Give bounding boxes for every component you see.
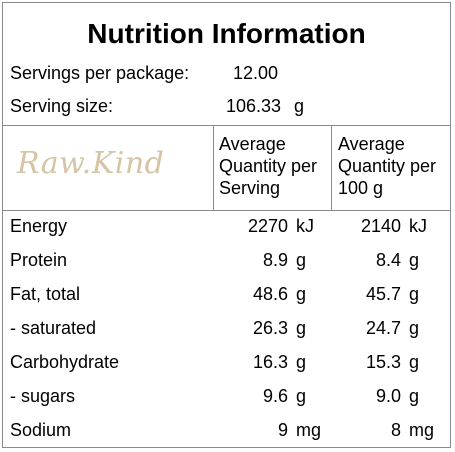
per-100g-unit: g	[409, 352, 420, 372]
per-100g-value: 15.3	[365, 352, 401, 372]
table-row: Sodium 9 mg 8 mg	[3, 413, 450, 447]
column-header-per-100g: Average Quantity per 100 g	[338, 133, 436, 199]
per-100g-value: 9.0	[375, 386, 401, 406]
per-100g-unit: g	[409, 318, 420, 338]
table-row: Energy 2270 kJ 2140 kJ	[3, 209, 450, 243]
per-100g-value: 45.7	[365, 284, 401, 304]
nutrient-name: Energy	[10, 216, 68, 236]
nutrient-name: Carbohydrate	[10, 352, 120, 372]
nutrient-name: Protein	[10, 250, 68, 270]
serving-size-label: Serving size:	[10, 96, 114, 116]
column-header-line: Average	[338, 134, 405, 154]
per-100g-unit: g	[409, 284, 420, 304]
per-100g-unit: g	[409, 386, 420, 406]
per-serving-unit: g	[296, 352, 307, 372]
per-serving-value: 9.6	[262, 386, 288, 406]
table-row: Carbohydrate 16.3 g 15.3 g	[3, 345, 450, 379]
column-header-per-serving: Average Quantity per Serving	[219, 133, 317, 199]
per-serving-value: 26.3	[252, 318, 288, 338]
column-divider-2	[331, 125, 332, 211]
nutrient-name: Fat, total	[10, 284, 81, 304]
panel-title: Nutrition Information	[87, 18, 366, 49]
per-serving-unit: kJ	[296, 216, 314, 236]
column-header-line: Average	[219, 134, 286, 154]
nutrition-panel: Nutrition Information Servings per packa…	[2, 2, 451, 448]
table-row: Protein 8.9 g 8.4 g	[3, 243, 450, 277]
per-serving-unit: g	[296, 250, 307, 270]
table-row: Fat, total 48.6 g 45.7 g	[3, 277, 450, 311]
per-100g-value: 8	[390, 420, 401, 440]
per-serving-value: 16.3	[252, 352, 288, 372]
per-100g-value: 8.4	[375, 250, 401, 270]
serving-size-unit: g	[294, 96, 305, 116]
per-serving-value: 9	[277, 420, 288, 440]
column-header-line: 100 g	[338, 178, 384, 198]
header-divider	[3, 125, 450, 126]
column-divider-1	[213, 125, 214, 211]
table-row: - sugars 9.6 g 9.0 g	[3, 379, 450, 413]
nutrient-name: - sugars	[10, 386, 76, 406]
per-100g-unit: g	[409, 250, 420, 270]
column-header-line: Quantity per	[338, 156, 437, 176]
per-serving-unit: mg	[296, 420, 322, 440]
brand-logo: Raw.Kind	[17, 146, 165, 181]
per-serving-value: 2270	[247, 216, 288, 236]
per-serving-value: 48.6	[252, 284, 288, 304]
per-100g-unit: mg	[409, 420, 435, 440]
table-header-divider	[3, 210, 450, 211]
servings-per-package-value: 12.00	[233, 63, 279, 83]
serving-size-value: 106.33	[226, 96, 282, 116]
per-100g-value: 24.7	[365, 318, 401, 338]
per-serving-value: 8.9	[262, 250, 288, 270]
column-header-line: Serving	[219, 178, 281, 198]
servings-per-package-label: Servings per package:	[10, 63, 190, 83]
nutrient-name: - saturated	[10, 318, 97, 338]
per-serving-unit: g	[296, 318, 307, 338]
per-100g-value: 2140	[360, 216, 401, 236]
table-row: - saturated 26.3 g 24.7 g	[3, 311, 450, 345]
per-100g-unit: kJ	[409, 216, 427, 236]
column-header-line: Quantity per	[219, 156, 318, 176]
per-serving-unit: g	[296, 386, 307, 406]
per-serving-unit: g	[296, 284, 307, 304]
nutrient-name: Sodium	[10, 420, 72, 440]
